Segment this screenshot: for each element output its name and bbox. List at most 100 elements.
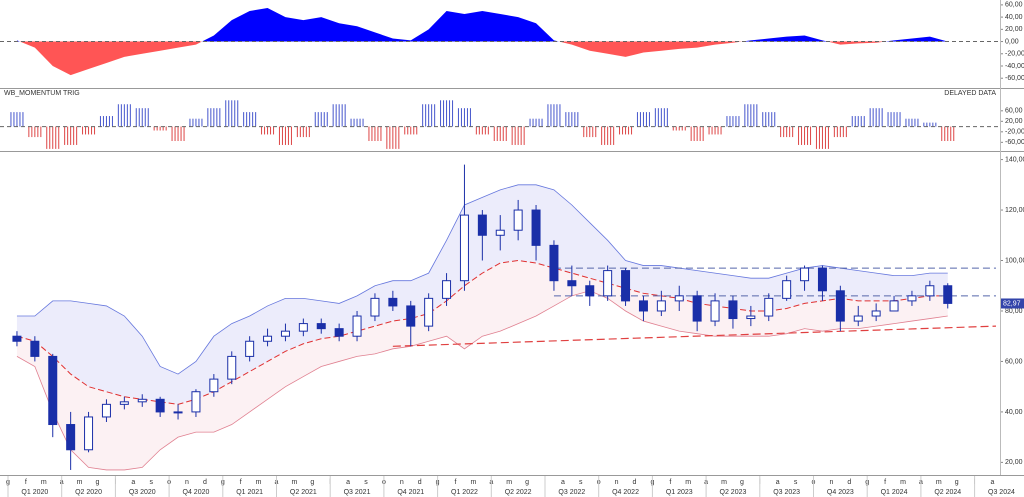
candle-body bbox=[66, 424, 76, 451]
candle-body bbox=[173, 411, 183, 414]
month-label: g bbox=[955, 479, 959, 486]
quarter-label: Q2 2024 bbox=[934, 489, 961, 496]
month-label: m bbox=[41, 479, 47, 486]
month-label: f bbox=[25, 479, 27, 486]
candle-body bbox=[782, 280, 792, 299]
month-label: d bbox=[633, 479, 637, 486]
month-label: g bbox=[740, 479, 744, 486]
month-label: m bbox=[470, 479, 476, 486]
month-label: n bbox=[829, 479, 833, 486]
candle-body bbox=[442, 280, 452, 299]
y-tick-label: 0,00 bbox=[1005, 38, 1019, 45]
candle-body bbox=[728, 300, 738, 320]
candle-body bbox=[263, 335, 273, 342]
month-label: n bbox=[615, 479, 619, 486]
y-tick-label: 120,00 bbox=[1005, 207, 1024, 214]
month-label: s bbox=[579, 479, 583, 486]
middle-band bbox=[16, 260, 948, 405]
candle-body bbox=[298, 323, 308, 332]
quarter-label: Q3 2020 bbox=[129, 489, 156, 496]
quarter-label: Q4 2023 bbox=[827, 489, 854, 496]
month-label: a bbox=[131, 479, 135, 486]
month-label: s bbox=[364, 479, 368, 486]
month-label: m bbox=[291, 479, 297, 486]
candle-body bbox=[191, 391, 201, 413]
month-label: a bbox=[346, 479, 350, 486]
quarter-label: Q4 2020 bbox=[183, 489, 210, 496]
candle-body bbox=[406, 305, 416, 327]
candle-body bbox=[853, 315, 863, 322]
candle-body bbox=[352, 315, 362, 337]
month-label: s bbox=[794, 479, 798, 486]
candle-body bbox=[424, 297, 434, 327]
quarter-label: Q2 2022 bbox=[505, 489, 532, 496]
candle-body bbox=[155, 398, 165, 413]
candle-body bbox=[531, 209, 541, 246]
candle-body bbox=[495, 229, 505, 236]
month-label: d bbox=[203, 479, 207, 486]
candle-body bbox=[84, 416, 94, 451]
month-label: f bbox=[240, 479, 242, 486]
y-tick-label: 80,00 bbox=[1005, 308, 1023, 315]
candle-body bbox=[30, 340, 40, 357]
candle-body bbox=[817, 267, 827, 292]
y-tick-label: 100,00 bbox=[1005, 257, 1024, 264]
candle-body bbox=[549, 244, 559, 282]
candle-body bbox=[12, 335, 22, 342]
quarter-label: Q3 2021 bbox=[344, 489, 371, 496]
quarter-label: Q1 2022 bbox=[451, 489, 478, 496]
quarter-label: Q3 2024 bbox=[988, 489, 1015, 496]
candle-body bbox=[638, 300, 648, 312]
candle-body bbox=[674, 295, 684, 302]
candle-body bbox=[585, 285, 595, 297]
candle-body bbox=[334, 328, 344, 337]
y-tick-label: -20,00 bbox=[1005, 51, 1024, 58]
month-label: m bbox=[506, 479, 512, 486]
y-tick-label: -20,00 bbox=[1005, 129, 1024, 136]
quarter-label: Q1 2020 bbox=[21, 489, 48, 496]
candle-body bbox=[800, 267, 810, 282]
month-label: f bbox=[455, 479, 457, 486]
month-label: f bbox=[669, 479, 671, 486]
month-label: a bbox=[776, 479, 780, 486]
month-label: m bbox=[685, 479, 691, 486]
month-label: m bbox=[936, 479, 942, 486]
month-label: d bbox=[418, 479, 422, 486]
month-label: a bbox=[991, 479, 995, 486]
y-tick-label: 20,00 bbox=[1005, 118, 1023, 125]
month-label: m bbox=[256, 479, 262, 486]
candle-body bbox=[567, 280, 577, 287]
candle-body bbox=[101, 403, 111, 418]
candle-body bbox=[603, 270, 613, 297]
candle-body bbox=[835, 290, 845, 322]
y-tick-label: -60,00 bbox=[1005, 139, 1024, 146]
candle-body bbox=[209, 378, 219, 393]
positive-area bbox=[16, 7, 948, 42]
month-label: m bbox=[77, 479, 83, 486]
y-tick-label: 60,00 bbox=[1005, 108, 1023, 115]
candle-body bbox=[477, 214, 487, 236]
month-label: d bbox=[847, 479, 851, 486]
month-label: m bbox=[721, 479, 727, 486]
upper-band bbox=[16, 184, 948, 375]
candle-body bbox=[746, 315, 756, 320]
y-tick-label: 40,00 bbox=[1005, 409, 1023, 416]
candle-body bbox=[764, 297, 774, 317]
quarter-label: Q1 2023 bbox=[666, 489, 693, 496]
lower-band bbox=[16, 290, 948, 471]
quarter-label: Q4 2022 bbox=[612, 489, 639, 496]
candle-body bbox=[907, 295, 917, 302]
month-label: n bbox=[400, 479, 404, 486]
quarter-label: Q1 2024 bbox=[881, 489, 908, 496]
month-label: n bbox=[185, 479, 189, 486]
quarter-label: Q2 2021 bbox=[290, 489, 317, 496]
month-label: a bbox=[561, 479, 565, 486]
quarter-label: Q1 2021 bbox=[236, 489, 263, 496]
candle-body bbox=[692, 295, 702, 322]
candle-body bbox=[388, 297, 398, 307]
trendline bbox=[392, 325, 997, 347]
indicator-title: WB_MOMENTUM TRIG bbox=[4, 90, 80, 97]
y-tick-label: -60,00 bbox=[1005, 75, 1024, 82]
